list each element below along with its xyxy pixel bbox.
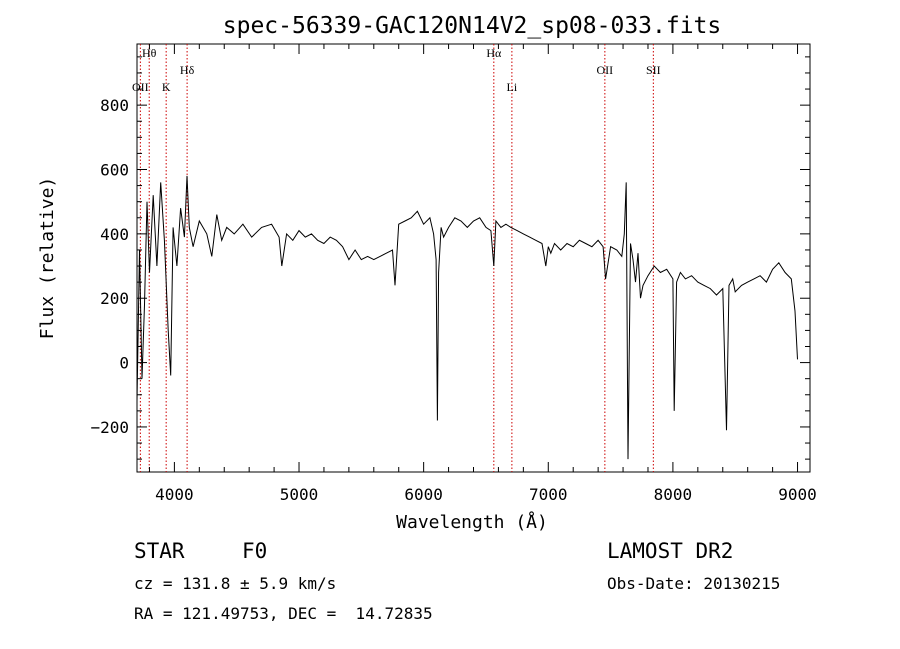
redshift-cz: cz = 131.8 ± 5.9 km/s: [134, 574, 337, 593]
marker-label-0: OII: [132, 80, 149, 94]
object-subclass: F0: [242, 539, 268, 563]
y-tick-label-0: −200: [90, 418, 129, 437]
spectral-line-labels: OII Hθ K Hδ Hα Li OII SII: [132, 46, 661, 94]
y-tick-label-2: 200: [100, 289, 129, 308]
x-tick-label-1: 5000: [280, 485, 319, 504]
marker-label-6: OII: [597, 63, 614, 77]
marker-label-3: Hδ: [180, 63, 195, 77]
marker-label-7: SII: [646, 63, 661, 77]
y-tick-label-3: 400: [100, 225, 129, 244]
survey-name: LAMOST DR2: [607, 539, 734, 563]
y-tick-label-5: 800: [100, 96, 129, 115]
observation-date: Obs-Date: 20130215: [607, 574, 781, 593]
x-axis-ticks: 4000 5000 6000 7000 8000 9000: [148, 44, 817, 504]
x-tick-label-5: 9000: [778, 485, 817, 504]
y-axis-label: Flux (relative): [37, 177, 58, 340]
x-tick-label-0: 4000: [155, 485, 194, 504]
coordinates: RA = 121.49753, DEC = 14.72835: [134, 604, 433, 623]
marker-label-5: Li: [507, 80, 518, 94]
marker-label-4: Hα: [486, 46, 502, 60]
marker-label-2: K: [162, 80, 171, 94]
object-class: STAR: [134, 539, 185, 563]
y-tick-label-1: 0: [119, 354, 129, 373]
x-axis-label: Wavelength (Å): [396, 511, 548, 533]
plot-frame: [136, 43, 811, 473]
chart-title: spec-56339-GAC120N14V2_sp08-033.fits: [223, 13, 722, 39]
x-tick-label-2: 6000: [404, 485, 443, 504]
spectrum-chart: spec-56339-GAC120N14V2_sp08-033.fits OII…: [37, 13, 817, 533]
x-tick-label-3: 7000: [529, 485, 568, 504]
marker-label-1: Hθ: [142, 46, 157, 60]
y-tick-label-4: 600: [100, 161, 129, 180]
y-axis-ticks: −200 0 200 400 600 800: [90, 56, 810, 460]
x-tick-label-4: 8000: [654, 485, 693, 504]
spectrum-line: [136, 175, 798, 460]
